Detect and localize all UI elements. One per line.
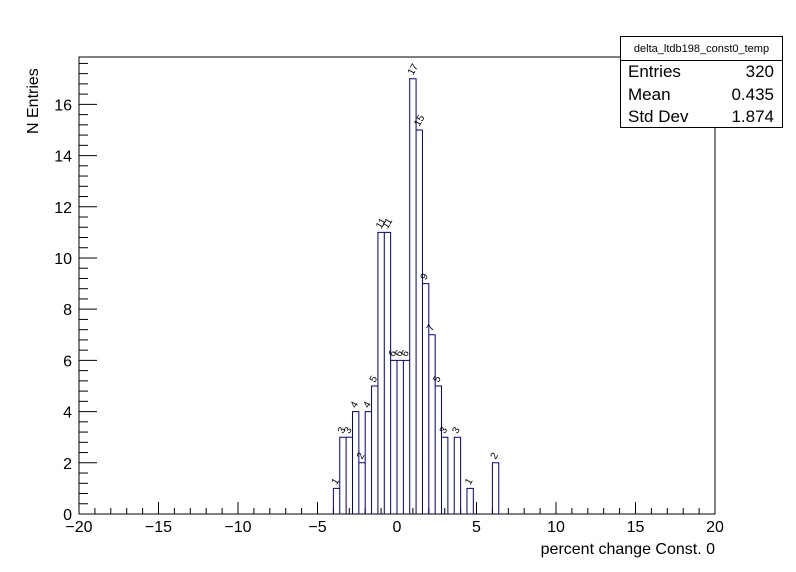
histogram-bin (416, 130, 422, 514)
histogram-bin (422, 284, 428, 514)
stats-row-mean: Mean 0.435 (621, 84, 782, 106)
x-tick-label: 20 (706, 519, 724, 536)
bin-value-label: 2 (489, 451, 502, 462)
histogram-outline (332, 78, 500, 514)
stats-value: 320 (745, 62, 774, 81)
histogram-bin (340, 437, 346, 514)
axis-ticks (78, 62, 716, 515)
histogram-bin (429, 335, 435, 514)
bin-value-label: 3 (450, 425, 463, 436)
stats-box: delta_ltdb198_const0_temp Entries 320 Me… (620, 36, 783, 128)
bin-value-label: 2 (355, 451, 368, 462)
bin-value-label: 5 (431, 374, 444, 385)
y-tick-label: 16 (54, 97, 72, 114)
y-tick-label: 10 (54, 251, 72, 268)
histogram-bin (365, 412, 371, 514)
bin-value-label: 17 (406, 62, 421, 78)
histogram-bin (352, 412, 358, 514)
x-axis-label: percent change Const. 0 (541, 541, 715, 558)
x-tick-label: 0 (393, 519, 402, 536)
histogram-bin (467, 488, 473, 514)
stats-row-stddev: Std Dev 1.874 (621, 106, 782, 128)
histogram-bin (384, 232, 390, 514)
bin-value-label: 15 (412, 113, 427, 129)
stats-key: Entries (628, 62, 681, 81)
bin-value-label: 3 (336, 425, 349, 436)
x-tick-label: −20 (65, 519, 92, 536)
stats-key: Mean (628, 85, 671, 104)
bin-value-label: 9 (419, 271, 432, 282)
histogram-bin (454, 437, 460, 514)
histogram-bin (359, 463, 365, 514)
stats-row-entries: Entries 320 (621, 61, 782, 83)
histogram-bin (435, 386, 441, 514)
histogram-bin (333, 488, 339, 514)
bin-value-label: 3 (342, 425, 355, 436)
stats-key: Std Dev (628, 107, 689, 126)
x-tick-label: −5 (308, 519, 326, 536)
stats-value: 0.435 (731, 85, 774, 104)
y-tick-label: 0 (63, 507, 72, 524)
x-tick-label: −10 (224, 519, 251, 536)
histogram-bin (378, 232, 384, 514)
bin-value-label: 4 (349, 399, 362, 410)
bin-value-label: 6 (400, 348, 413, 359)
y-tick-label: 14 (54, 149, 72, 166)
histogram-bin (403, 360, 409, 514)
bin-value-label: 6 (393, 348, 406, 359)
x-tick-label: −15 (145, 519, 172, 536)
y-tick-labels: 0 2 4 6 8 10 12 14 16 (54, 97, 72, 524)
y-tick-label: 12 (54, 200, 72, 217)
y-tick-label: 2 (63, 456, 72, 473)
y-tick-label: 4 (63, 405, 72, 422)
bin-value-label: 3 (438, 425, 451, 436)
bin-value-label: 4 (361, 399, 374, 410)
histogram-bin (442, 437, 448, 514)
x-tick-label: 10 (547, 519, 565, 536)
y-tick-label: 8 (63, 302, 72, 319)
histogram-bin (397, 360, 403, 514)
stats-title: delta_ltdb198_const0_temp (621, 37, 782, 61)
x-tick-label: 5 (472, 519, 481, 536)
y-tick-label: 6 (63, 353, 72, 370)
histogram-bin (410, 79, 416, 514)
y-axis-label: N Entries (25, 68, 42, 134)
histogram-bin (492, 463, 498, 514)
histogram-bin (391, 360, 397, 514)
bin-value-label: 6 (387, 348, 400, 359)
bin-value-label: 1 (463, 476, 476, 487)
bin-value-label: 7 (425, 323, 438, 334)
stats-value: 1.874 (731, 107, 774, 126)
x-tick-label: 15 (627, 519, 645, 536)
bin-value-label: 1 (330, 476, 343, 487)
x-tick-labels: −20 −15 −10 −5 0 5 10 15 20 (65, 519, 724, 536)
bin-value-label: 5 (368, 374, 381, 385)
histogram-bin (346, 437, 352, 514)
